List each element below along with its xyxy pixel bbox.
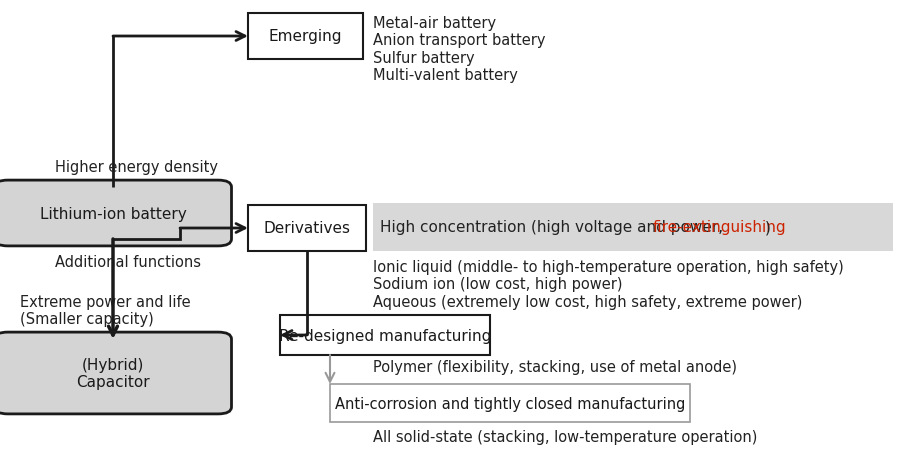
Text: ): ) <box>764 220 770 235</box>
Text: Lithium-ion battery: Lithium-ion battery <box>40 206 186 221</box>
Text: All solid-state (stacking, low-temperature operation): All solid-state (stacking, low-temperatu… <box>373 429 758 444</box>
Text: Re-designed manufacturing: Re-designed manufacturing <box>279 328 491 343</box>
Text: Additional functions: Additional functions <box>55 254 201 269</box>
Text: (Hybrid)
Capacitor: (Hybrid) Capacitor <box>76 357 149 389</box>
Text: Anti-corrosion and tightly closed manufacturing: Anti-corrosion and tightly closed manufa… <box>335 396 685 411</box>
FancyBboxPatch shape <box>0 181 231 246</box>
Text: Derivatives: Derivatives <box>264 221 350 236</box>
Bar <box>373 203 893 252</box>
Text: Emerging: Emerging <box>269 29 342 45</box>
Text: High concentration (high voltage and power,: High concentration (high voltage and pow… <box>380 220 728 235</box>
Text: Extreme power and life
(Smaller capacity): Extreme power and life (Smaller capacity… <box>20 294 191 327</box>
Bar <box>280 315 490 355</box>
Text: Metal-air battery
Anion transport battery
Sulfur battery
Multi-valent battery: Metal-air battery Anion transport batter… <box>373 16 545 83</box>
Bar <box>248 206 366 252</box>
Bar <box>248 14 363 60</box>
Text: Higher energy density: Higher energy density <box>55 160 218 174</box>
Text: Ionic liquid (middle- to high-temperature operation, high safety)
Sodium ion (lo: Ionic liquid (middle- to high-temperatur… <box>373 259 844 309</box>
Bar <box>330 384 690 422</box>
FancyBboxPatch shape <box>0 332 231 414</box>
Text: Polymer (flexibility, stacking, use of metal anode): Polymer (flexibility, stacking, use of m… <box>373 359 737 374</box>
Text: fire-extinguishing: fire-extinguishing <box>652 220 787 235</box>
